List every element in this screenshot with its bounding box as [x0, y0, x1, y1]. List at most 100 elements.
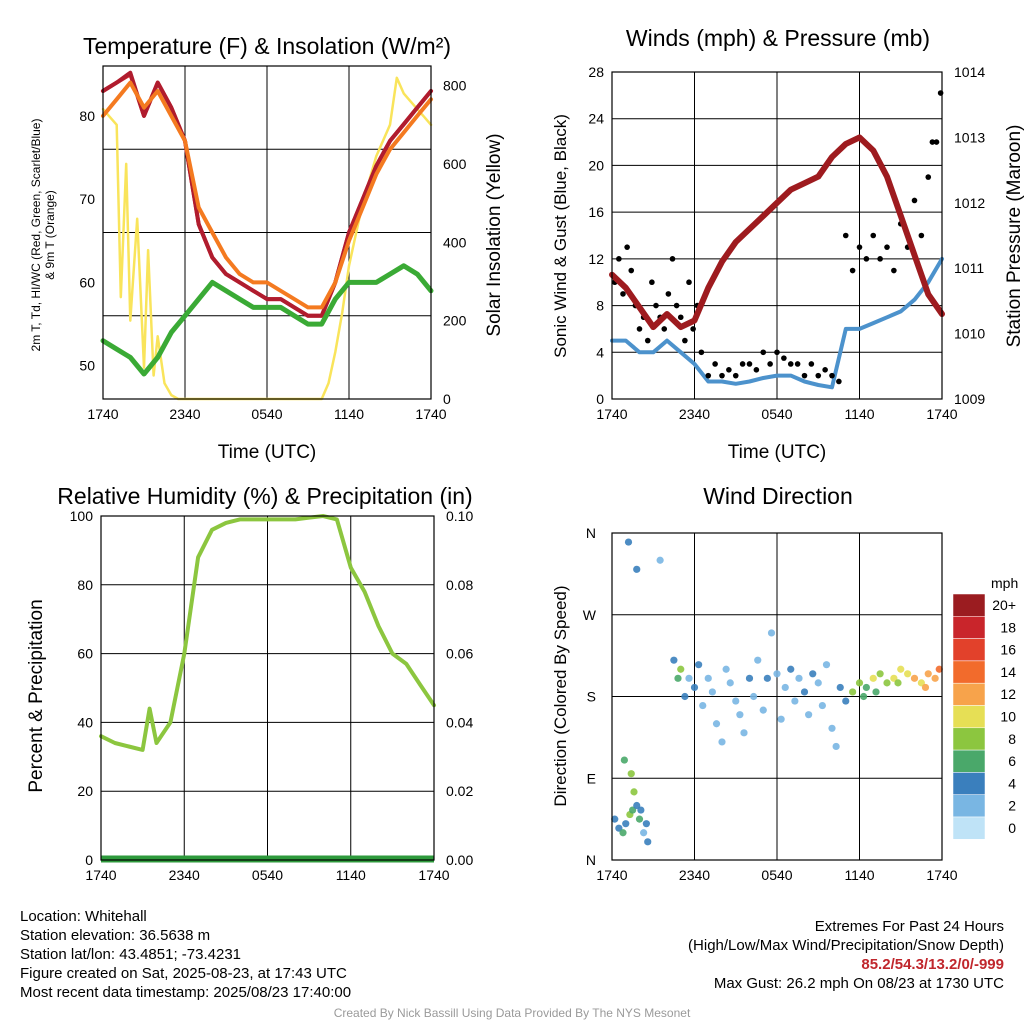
- extremes-info: Extremes For Past 24 Hours (High/Low/Max…: [688, 917, 1004, 993]
- direction-point: [635, 815, 644, 823]
- direction-point: [809, 670, 817, 678]
- direction-point: [791, 697, 799, 705]
- rh-ylabel: Percent & Precipitation: [26, 599, 47, 792]
- wind-y2tick: 1013: [954, 129, 985, 145]
- legend-swatch: [952, 749, 986, 773]
- gust-point: [712, 361, 718, 367]
- rh-y2tick: 0.10: [446, 508, 473, 524]
- gust-point: [705, 372, 712, 379]
- temp-y2tick: 400: [443, 234, 467, 250]
- direction-point: [712, 720, 721, 728]
- direction-point: [640, 829, 648, 837]
- gust-point: [794, 361, 801, 367]
- direction-point: [690, 683, 699, 692]
- direction-point: [935, 665, 943, 673]
- direction-point: [750, 692, 758, 701]
- gust-point: [644, 337, 651, 344]
- gust-point: [719, 372, 725, 379]
- legend-label: 16: [1000, 642, 1016, 658]
- gust-point: [849, 267, 856, 274]
- gust-point: [732, 372, 739, 379]
- dir-xtick: 1140: [844, 867, 874, 883]
- gust-point: [690, 326, 696, 332]
- direction-point: [872, 688, 880, 696]
- gust-point: [616, 256, 622, 262]
- gust-point: [836, 378, 842, 385]
- wind-ytick: 28: [588, 64, 604, 80]
- legend-label: 0: [1008, 820, 1016, 836]
- gust-point: [856, 244, 863, 250]
- temp-ytick: 50: [79, 358, 95, 374]
- direction-point: [822, 661, 831, 669]
- direction-point: [795, 674, 803, 682]
- temp-ytick: 80: [79, 108, 95, 124]
- dir-ytick: W: [583, 607, 597, 623]
- direction-point: [685, 674, 693, 682]
- direction-point: [836, 683, 844, 692]
- direction-point: [869, 674, 877, 682]
- gust-point: [863, 256, 870, 262]
- wind-ytick: 16: [588, 204, 604, 220]
- direction-point: [611, 815, 619, 823]
- station-info: Location: Whitehall Station elevation: 3…: [20, 907, 351, 1002]
- wind-panel-frame: [611, 71, 943, 400]
- direction-point: [883, 679, 891, 687]
- legend-swatch: [952, 660, 986, 684]
- direction-point: [677, 665, 685, 673]
- gust-point: [760, 349, 767, 356]
- direction-point: [699, 701, 707, 710]
- gust-point: [911, 197, 918, 204]
- direction-point: [787, 665, 795, 673]
- direction-point: [624, 538, 633, 546]
- extremes-values: 85.2/54.3/13.2/0/-999: [861, 956, 1004, 973]
- direction-point: [674, 674, 682, 682]
- direction-point: [767, 629, 776, 637]
- legend-swatch: [952, 772, 986, 795]
- legend-swatch: [952, 794, 986, 818]
- legend-label: 2: [1008, 798, 1016, 814]
- gust-point: [891, 267, 897, 274]
- dir-ylabel: Direction (Colored By Speed): [551, 585, 570, 806]
- legend-swatch: [952, 682, 986, 706]
- direction-point: [627, 770, 635, 778]
- gust-point: [661, 326, 668, 332]
- gust-point: [739, 361, 746, 367]
- gust-point: [753, 367, 760, 373]
- gust-point: [677, 314, 684, 321]
- wind-ytick: 12: [588, 251, 604, 267]
- direction-point: [695, 661, 703, 669]
- gust-point: [877, 256, 883, 262]
- recent-text: Most recent data timestamp: 2025/08/23 1…: [20, 984, 352, 1001]
- rh-y2tick: 0.06: [446, 646, 473, 662]
- wind-y2tick: 1011: [954, 260, 984, 276]
- elevation-text: Station elevation: 36.5638 m: [20, 927, 211, 944]
- gust-point: [822, 367, 828, 373]
- rh-y2tick: 0.08: [446, 577, 473, 593]
- legend-title: mph: [991, 575, 1018, 591]
- legend-swatch: [952, 638, 986, 662]
- wind-xtick: 2340: [679, 406, 710, 422]
- temp-ytick: 60: [79, 274, 95, 290]
- wind-ytick: 0: [596, 391, 604, 407]
- dir-ytick: E: [587, 770, 596, 786]
- direction-point: [777, 715, 785, 723]
- wind-y2tick: 1012: [954, 195, 985, 211]
- rh-y2tick: 0.00: [446, 852, 473, 868]
- direction-point: [670, 656, 678, 664]
- gust-point: [925, 174, 932, 180]
- gust-point: [815, 372, 822, 379]
- temp-y2tick: 800: [443, 78, 467, 94]
- direction-point: [754, 656, 762, 664]
- wind-line: [610, 256, 944, 390]
- extremes-title: Extremes For Past 24 Hours: [814, 918, 1004, 935]
- dir-ytick: N: [586, 525, 596, 541]
- wind-xlabel: Time (UTC): [728, 442, 827, 463]
- temp9m-line: [101, 80, 433, 310]
- gust-point: [624, 244, 630, 250]
- legend-swatch: [952, 727, 986, 751]
- direction-point: [921, 683, 930, 692]
- direction-point: [637, 806, 645, 814]
- temp-ylabel: 2m T, Td, HI/WC (Red, Green, Scarlet/Blu…: [29, 119, 43, 352]
- wind-xtick: 0540: [761, 406, 792, 422]
- temp-title: Temperature (F) & Insolation (W/m²): [83, 33, 451, 59]
